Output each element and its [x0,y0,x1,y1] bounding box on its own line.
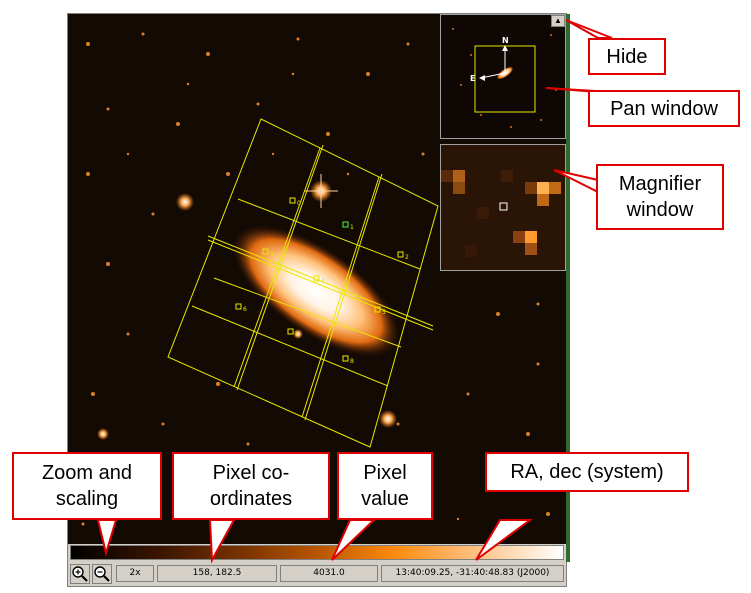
zoom-out-icon [94,566,110,582]
pixel-value-annotation: Pixel value [337,452,433,520]
coordinate-grid-overlay [167,118,439,448]
overlay-label: 2 [405,254,409,261]
overlay-label: 0 [297,200,301,207]
zoom-scaling-annotation: Zoom and scaling [12,452,162,520]
zoom-out-button[interactable] [92,564,112,584]
colorbar[interactable] [70,545,564,560]
magnifier-window [440,144,566,271]
zoom-in-icon [72,566,88,582]
status-bar: 2x 158, 182.5 4031.0 13:40:09.25, -31:40… [68,562,566,586]
pan-window[interactable]: N E ▲ [440,14,566,139]
overlay-label: 6 [243,306,247,313]
pixel-coordinates-annotation: Pixel co- ordinates [172,452,330,520]
galaxy [232,225,400,357]
hide-button[interactable]: ▲ [551,15,565,27]
pixel-coordinates-field: 158, 182.5 [157,565,277,582]
window-edge [566,14,570,562]
overlay-label: 4 [321,278,325,285]
overlay-label: 1 [350,224,354,231]
overlay-label: 3 [270,251,274,258]
overlay-label: 5 [382,309,386,316]
north-label: N [502,36,509,45]
ra-dec-annotation: RA, dec (system) [485,452,689,492]
zoom-in-button[interactable] [70,564,90,584]
pan-thumbnail: N E [452,28,557,128]
east-label: E [470,74,475,83]
hide-annotation: Hide [588,38,666,75]
pixel-value-field: 4031.0 [280,565,378,582]
zoom-level-field: 2x [116,565,154,582]
hide-arrow-icon: ▲ [554,16,562,25]
overlay-label: 8 [350,358,354,365]
ra-dec-field: 13:40:09.25, -31:40:48.83 (J2000) [381,565,564,582]
pan-window-annotation: Pan window [588,90,740,127]
magnifier-window-annotation: Magnifier window [596,164,724,230]
magnified-pixels [441,145,565,270]
overlay-label: 7 [295,331,299,338]
